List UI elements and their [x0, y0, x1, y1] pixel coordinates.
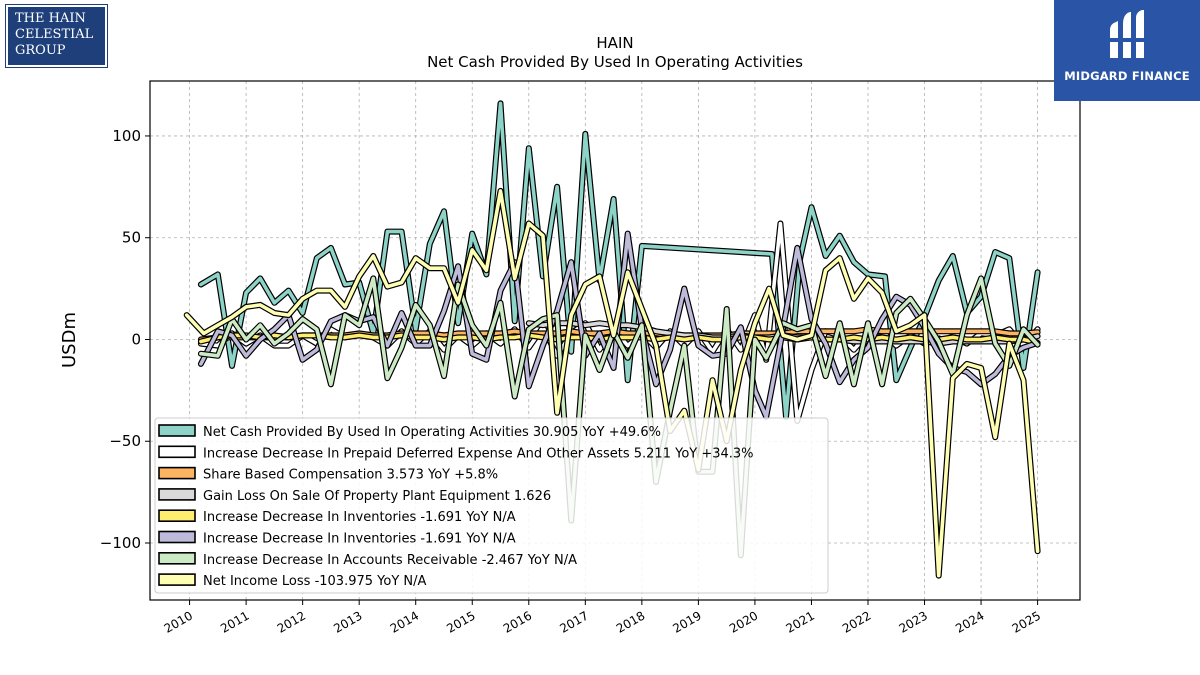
- x-tick-label: 2014: [388, 608, 421, 635]
- legend-label: Share Based Compensation 3.573 YoY +5.8%: [203, 468, 498, 483]
- x-tick-label: 2011: [218, 608, 251, 635]
- y-tick-label: 50: [122, 229, 141, 247]
- brand-mark-icon: [1110, 10, 1144, 58]
- brand-logo: MIDGARD FINANCE: [1054, 0, 1200, 101]
- company-logo-line3: GROUP: [15, 43, 66, 58]
- legend-swatch: [158, 488, 196, 501]
- legend-swatch: [158, 509, 196, 523]
- brand-name: MIDGARD FINANCE: [1064, 69, 1190, 83]
- legend-entry: Increase Decrease In Inventories -1.691 …: [158, 509, 516, 525]
- legend-label: Increase Decrease In Inventories -1.691 …: [203, 532, 516, 547]
- legend-swatch: [158, 551, 196, 565]
- legend-label: Increase Decrease In Accounts Receivable…: [203, 553, 577, 568]
- series-lines: [183, 100, 1041, 579]
- legend-label: Net Income Loss -103.975 YoY N/A: [203, 574, 426, 589]
- company-logo: THE HAIN CELESTIAL GROUP: [5, 4, 108, 68]
- legend-entry: Share Based Compensation 3.573 YoY +5.8%: [158, 466, 498, 483]
- x-tick-label: 2012: [275, 608, 308, 635]
- x-tick-label: 2015: [444, 608, 477, 635]
- legend-swatch: [158, 424, 196, 437]
- legend-label: Net Cash Provided By Used In Operating A…: [203, 425, 661, 440]
- x-tick-label: 2019: [670, 608, 703, 635]
- y-tick-label: −100: [100, 534, 141, 552]
- company-logo-line2: CELESTIAL: [15, 27, 94, 42]
- x-tick-label: 2018: [614, 608, 647, 635]
- legend-label: Increase Decrease In Inventories -1.691 …: [203, 510, 516, 525]
- x-tick-label: 2017: [557, 608, 590, 635]
- legend-label: Increase Decrease In Prepaid Deferred Ex…: [203, 446, 754, 461]
- legend-entry: Net Cash Provided By Used In Operating A…: [158, 424, 661, 440]
- x-tick-label: 2010: [162, 608, 195, 635]
- chart-title: HAIN: [596, 34, 633, 52]
- plot-frame: [149, 80, 1081, 601]
- legend-box: [154, 417, 829, 594]
- y-tick-label: 100: [112, 127, 141, 145]
- legend: Net Cash Provided By Used In Operating A…: [154, 417, 829, 594]
- x-tick-label: 2025: [1010, 608, 1043, 635]
- legend-swatch: [158, 445, 196, 459]
- legend-entry: Net Income Loss -103.975 YoY N/A: [158, 573, 426, 589]
- legend-entry: Increase Decrease In Prepaid Deferred Ex…: [158, 445, 754, 461]
- legend-swatch: [158, 530, 196, 544]
- x-tick-label: 2020: [727, 608, 760, 635]
- legend-entry: Increase Decrease In Inventories -1.691 …: [158, 530, 516, 547]
- series-7: [197, 275, 1041, 559]
- x-tick-label: 2021: [784, 608, 817, 635]
- y-tick-label: −50: [109, 432, 141, 450]
- series-line: [199, 276, 1040, 558]
- chart-subtitle: Net Cash Provided By Used In Operating A…: [427, 53, 803, 71]
- series-line: [184, 189, 1040, 578]
- y-axis-label: USDm: [59, 312, 80, 368]
- y-tick-label: 0: [131, 330, 141, 348]
- legend-swatch: [158, 466, 196, 480]
- x-tick-label: 2024: [953, 608, 986, 635]
- legend-entry: Increase Decrease In Accounts Receivable…: [158, 551, 577, 568]
- legend-entry: Gain Loss On Sale Of Property Plant Equi…: [158, 488, 551, 504]
- x-tick-label: 2023: [897, 608, 930, 635]
- x-tick-label: 2022: [840, 608, 873, 635]
- company-logo-line1: THE HAIN: [15, 11, 86, 26]
- series-8: [183, 187, 1041, 579]
- legend-label: Gain Loss On Sale Of Property Plant Equi…: [203, 489, 551, 504]
- x-tick-label: 2016: [501, 608, 534, 635]
- x-tick-label: 2013: [331, 608, 364, 635]
- legend-swatch: [158, 573, 196, 586]
